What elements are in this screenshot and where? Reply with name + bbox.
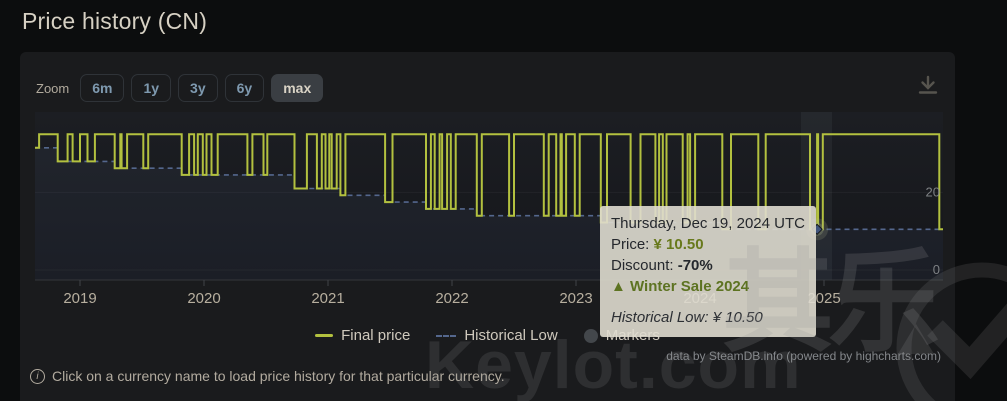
tooltip-price-row: Price: ¥ 10.50 [611, 236, 704, 253]
markers-swatch-icon [583, 328, 598, 343]
zoom-range-3y[interactable]: 3y [178, 74, 218, 102]
currency-note-text: Click on a currency name to load price h… [52, 368, 505, 384]
tooltip-discount-row: Discount: -70% [611, 257, 713, 274]
tooltip-date: Thursday, Dec 19, 2024 UTC [611, 215, 805, 232]
info-icon [30, 368, 45, 384]
zoom-range-max[interactable]: max [271, 74, 324, 102]
legend-label: Final price [341, 327, 411, 344]
chart-credits: data by SteamDB.info (powered by highcha… [666, 349, 941, 363]
zoom-range-6m[interactable]: 6m [80, 74, 125, 102]
page-title: Price history (CN) [22, 8, 208, 34]
legend-item-historical-low[interactable]: Historical Low [436, 327, 558, 344]
currency-note: Click on a currency name to load price h… [30, 368, 505, 384]
download-icon[interactable] [914, 72, 942, 100]
legend-item-final-price[interactable]: Final price [315, 327, 410, 344]
final-price-swatch-icon [315, 334, 334, 337]
historical-low-swatch-icon [436, 334, 457, 337]
tooltip-discount-value: -70% [677, 257, 713, 274]
tooltip-historical-low: Historical Low: ¥ 10.50 [611, 309, 763, 326]
tooltip-event: ▲ Winter Sale 2024 [611, 278, 750, 295]
chart-tooltip: Thursday, Dec 19, 2024 UTC Price: ¥ 10.5… [600, 206, 816, 337]
zoom-range-1y[interactable]: 1y [131, 74, 172, 102]
legend-label: Historical Low [464, 327, 558, 344]
zoom-range-6y[interactable]: 6y [224, 74, 265, 102]
tooltip-price-value: ¥ 10.50 [653, 236, 704, 253]
zoom-label: Zoom [36, 80, 70, 96]
zoom-toolbar: Zoom 6m 1y 3y 6y max [36, 74, 324, 102]
